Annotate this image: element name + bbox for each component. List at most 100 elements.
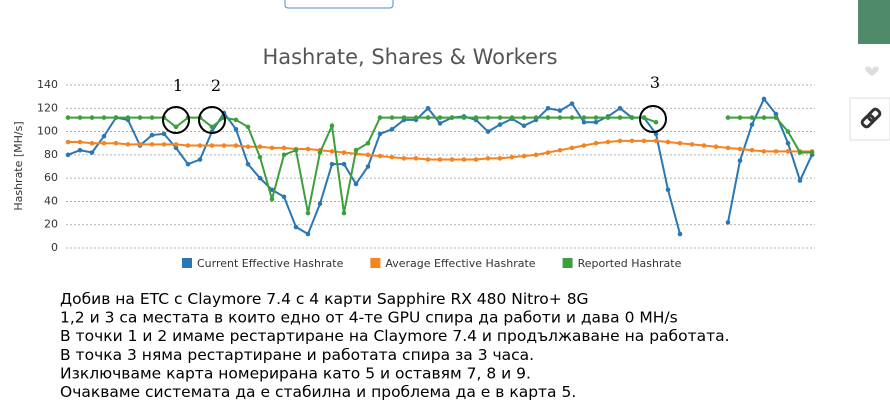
data-point <box>125 142 131 147</box>
note-line: Изключваме карта номерирана като 5 и ост… <box>60 364 531 382</box>
legend-swatch <box>370 258 381 268</box>
data-point <box>773 111 779 117</box>
legend-swatch <box>182 258 192 268</box>
top-button[interactable] <box>284 0 394 9</box>
data-point <box>545 115 551 120</box>
data-point <box>689 142 695 147</box>
data-point <box>197 143 203 148</box>
data-point <box>461 157 467 162</box>
data-point <box>281 194 287 200</box>
data-point <box>233 117 239 123</box>
data-point <box>605 139 611 145</box>
data-point <box>557 147 563 153</box>
data-point <box>593 119 599 125</box>
data-point <box>197 157 203 162</box>
data-point <box>245 144 251 150</box>
data-point <box>161 142 167 147</box>
data-point <box>305 146 311 152</box>
data-point <box>497 156 503 161</box>
data-point <box>293 224 299 230</box>
y-tick-label: 140 <box>37 78 58 91</box>
data-point <box>473 157 479 162</box>
data-point <box>173 142 179 147</box>
data-point <box>329 149 335 154</box>
data-point <box>149 142 155 147</box>
data-point <box>437 115 443 120</box>
data-point <box>581 119 587 125</box>
note-line: В точки 1 и 2 имаме рестартиране на Clay… <box>60 327 730 345</box>
data-point <box>89 140 95 146</box>
data-point <box>257 154 263 160</box>
y-tick-label: 120 <box>37 101 58 114</box>
data-point <box>401 115 407 120</box>
legend-label: Reported Hashrate <box>578 257 682 270</box>
data-point <box>665 187 671 193</box>
data-point <box>317 150 323 155</box>
data-point <box>641 138 647 144</box>
data-point <box>233 143 239 148</box>
data-point <box>725 115 731 120</box>
data-point <box>65 115 71 120</box>
data-point <box>785 129 791 134</box>
data-point <box>761 115 767 120</box>
data-point <box>569 101 575 106</box>
data-point <box>137 142 143 147</box>
data-point <box>365 152 371 158</box>
y-tick-label: 100 <box>37 125 58 138</box>
data-point <box>269 145 275 151</box>
y-tick-label: 60 <box>44 171 58 184</box>
data-point <box>737 115 743 120</box>
data-point <box>101 115 107 120</box>
data-point <box>497 115 503 120</box>
data-point <box>569 145 575 151</box>
data-point <box>341 161 347 167</box>
chart-title: Hashrate, Shares & Workers <box>262 45 557 69</box>
data-point <box>365 164 371 169</box>
legend-label: Current Effective Hashrate <box>197 257 344 270</box>
data-point <box>473 115 479 120</box>
data-point <box>281 152 287 158</box>
data-point <box>425 115 431 120</box>
data-point <box>209 124 215 130</box>
data-point <box>185 161 191 167</box>
y-tick-label: 80 <box>44 148 58 161</box>
data-point <box>509 115 515 120</box>
data-point <box>737 146 743 152</box>
annotation-circle <box>639 105 667 133</box>
series-line <box>67 97 813 236</box>
side-tab[interactable] <box>858 0 890 44</box>
data-point <box>773 115 779 120</box>
data-point <box>557 115 563 120</box>
data-point <box>617 105 623 111</box>
data-point <box>221 143 227 148</box>
data-point <box>701 143 707 148</box>
data-point <box>233 126 239 132</box>
data-point <box>593 140 599 146</box>
data-point <box>377 131 383 137</box>
heart-icon[interactable] <box>865 66 879 76</box>
notes: Добив на ETC с Claymore 7.4 с 4 карти Sa… <box>60 290 730 401</box>
data-point <box>617 138 623 144</box>
data-point <box>629 138 635 144</box>
data-point <box>65 152 71 158</box>
data-point <box>257 144 263 150</box>
data-point <box>317 201 323 207</box>
data-point <box>497 122 503 127</box>
data-point <box>653 138 659 144</box>
data-point <box>413 156 419 161</box>
data-point <box>425 105 431 111</box>
data-point <box>749 122 755 127</box>
data-point <box>137 115 143 120</box>
data-point <box>353 181 359 187</box>
data-point <box>569 115 575 120</box>
data-point <box>545 150 551 155</box>
data-point <box>809 150 815 155</box>
annotation-label: 2 <box>211 76 221 95</box>
annotation-label: 3 <box>650 73 660 92</box>
data-point <box>305 210 311 216</box>
data-point <box>65 139 71 145</box>
data-point <box>425 157 431 162</box>
data-point <box>797 150 803 155</box>
